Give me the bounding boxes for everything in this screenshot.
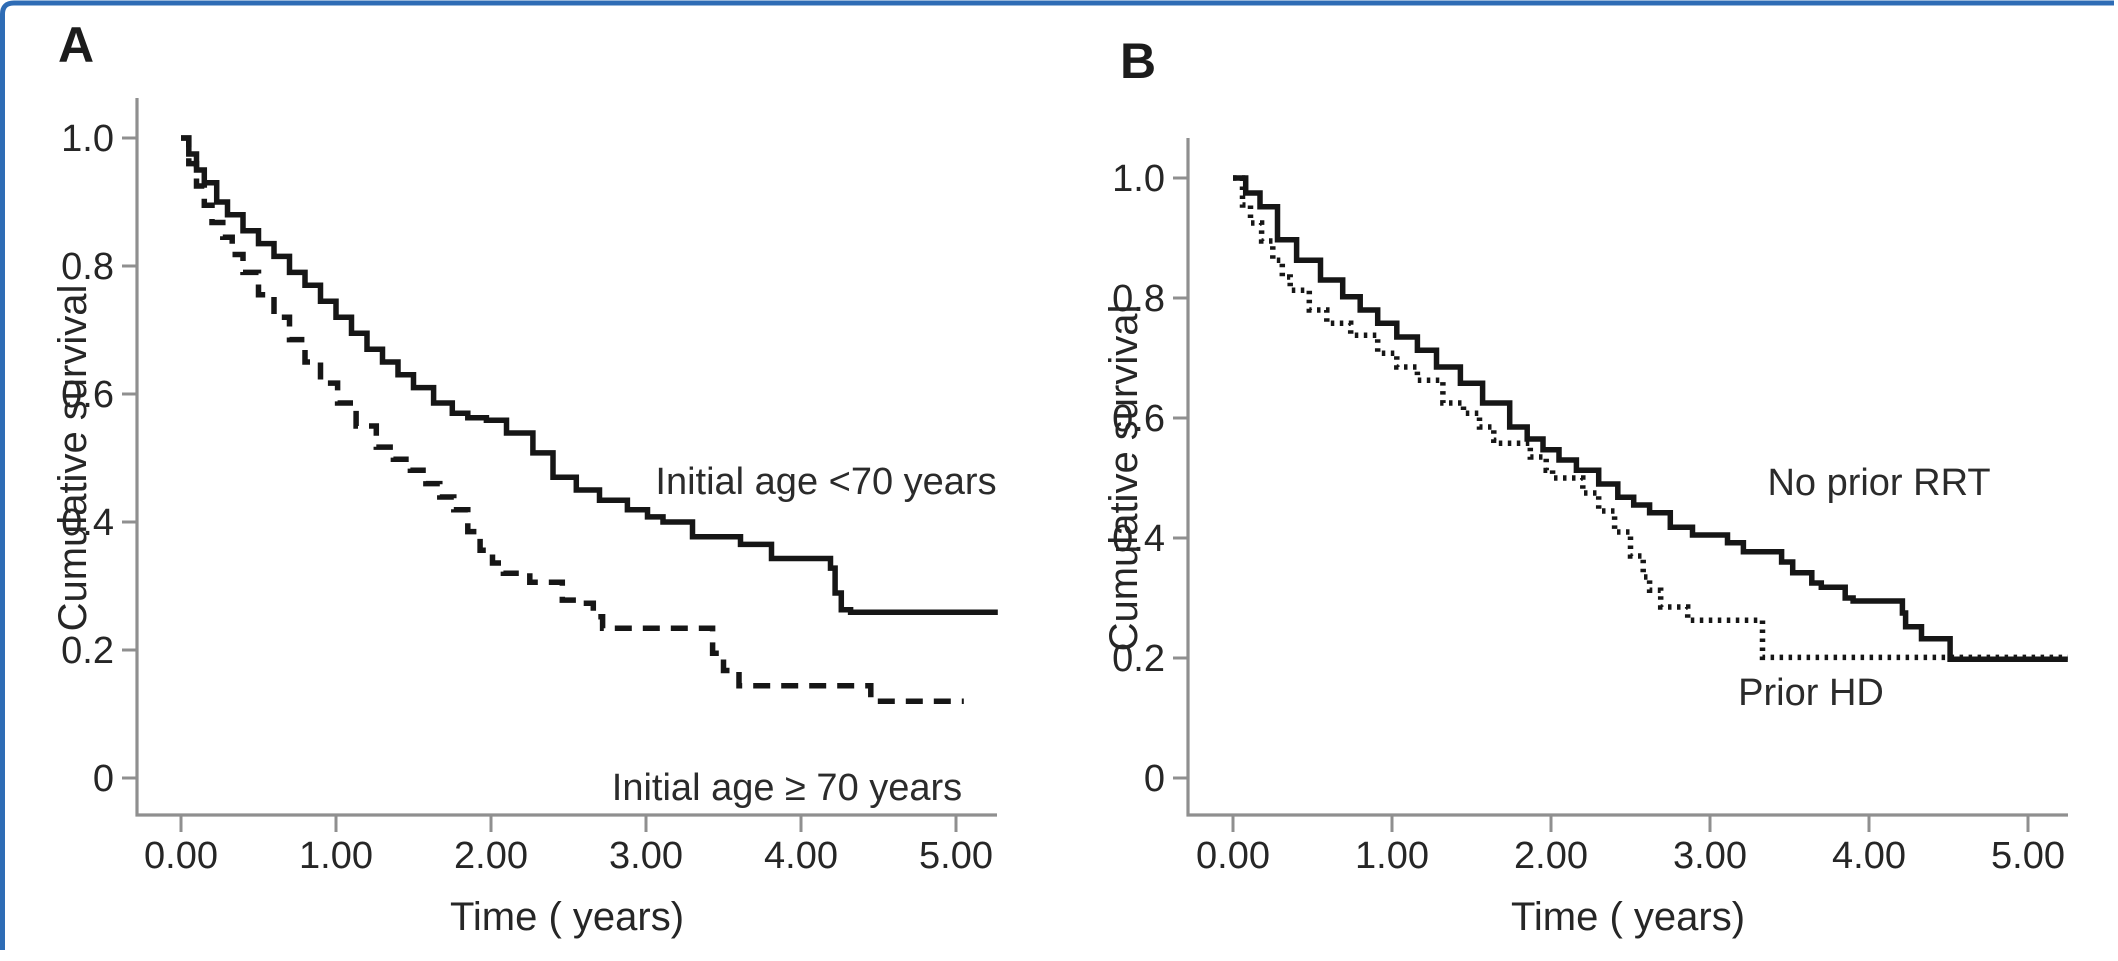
y-tick-label: 0.2 <box>1112 638 1165 680</box>
y-tick-label: 0.6 <box>1112 398 1165 440</box>
panel-b: B 1.0 0.8 0.6 0.4 0.2 0 <box>1102 33 2068 939</box>
y-tick-label: 1.0 <box>61 118 114 160</box>
y-ticks <box>1173 176 1187 780</box>
panel-letter: A <box>58 17 94 73</box>
x-tick-label: 5.00 <box>919 835 993 877</box>
series-label-prior-hd: Prior HD <box>1738 672 1884 714</box>
y-tick-label: 0 <box>1144 758 1165 800</box>
x-tick-label: 1.00 <box>1355 835 1429 877</box>
y-tick-label: 1.0 <box>1112 158 1165 200</box>
x-ticks <box>1231 816 2030 832</box>
panel-a: A 1.0 0.8 0.6 0.4 0.2 0 <box>51 17 998 939</box>
x-tick-label: 2.00 <box>454 835 528 877</box>
x-tick-label: 3.00 <box>1673 835 1747 877</box>
y-tick-label: 0.8 <box>1112 278 1165 320</box>
y-axis-title: Cumulative survival <box>51 285 95 632</box>
x-axis-title: Time ( years) <box>450 895 684 939</box>
x-tick-labels: 0.00 1.00 2.00 3.00 4.00 5.00 <box>1196 835 2065 877</box>
x-tick-label: 4.00 <box>764 835 838 877</box>
x-tick-labels: 0.00 1.00 2.00 3.00 4.00 5.00 <box>144 835 993 877</box>
curve-initial-age-lt70 <box>181 135 998 615</box>
x-tick-label: 4.00 <box>1832 835 1906 877</box>
x-tick-label: 0.00 <box>144 835 218 877</box>
y-tick-label: 0.4 <box>1112 518 1165 560</box>
y-tick-label: 0.2 <box>61 630 114 672</box>
y-tick-label: 0.6 <box>61 374 114 416</box>
y-tick-label: 0 <box>93 758 114 800</box>
y-tick-labels: 1.0 0.8 0.6 0.4 0.2 0 <box>61 118 114 800</box>
x-tick-label: 2.00 <box>1514 835 1588 877</box>
y-axis-title: Cumulative survival <box>1102 305 1146 652</box>
x-tick-label: 0.00 <box>1196 835 1270 877</box>
curve-prior-hd <box>1233 175 2068 661</box>
curve-initial-age-ge70 <box>181 135 964 704</box>
x-axis-title: Time ( years) <box>1511 895 1745 939</box>
y-tick-label: 0.4 <box>61 502 114 544</box>
y-tick-label: 0.8 <box>61 246 114 288</box>
y-ticks <box>122 136 136 780</box>
series-label-initial-age-lt70: Initial age <70 years <box>655 461 996 503</box>
x-ticks <box>179 816 958 832</box>
series-label-initial-age-ge70: Initial age ≥ 70 years <box>612 767 962 809</box>
y-tick-labels: 1.0 0.8 0.6 0.4 0.2 0 <box>1112 158 1165 800</box>
curve-no-prior-rrt <box>1233 175 2068 662</box>
panel-letter: B <box>1120 33 1156 89</box>
x-tick-label: 1.00 <box>299 835 373 877</box>
x-tick-label: 5.00 <box>1991 835 2065 877</box>
x-tick-label: 3.00 <box>609 835 683 877</box>
series-label-no-prior-rrt: No prior RRT <box>1767 462 1990 504</box>
